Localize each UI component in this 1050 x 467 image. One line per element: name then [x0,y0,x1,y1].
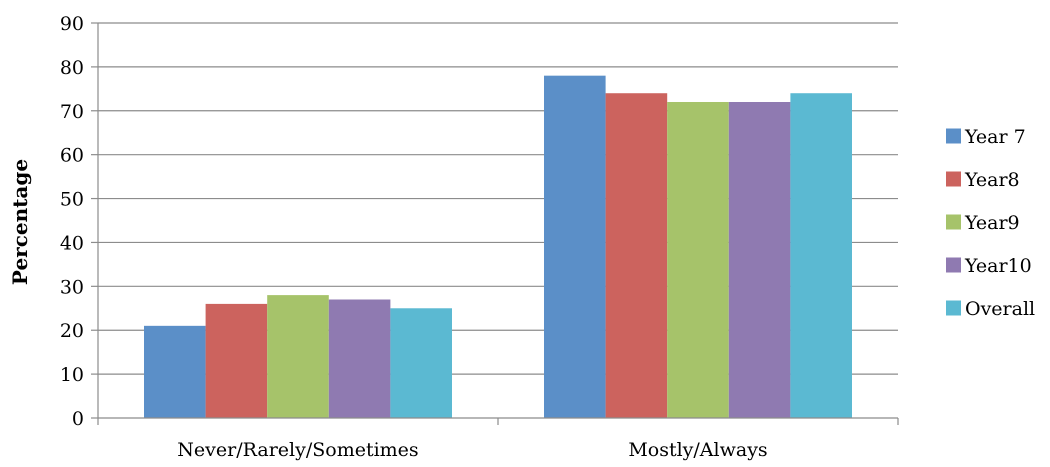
legend-label: Year 7 [964,126,1026,148]
y-tick-labels: 0 10 20 30 40 50 60 70 80 90 [60,13,84,430]
y-tick-label: 70 [60,101,84,123]
y-tick-label: 20 [60,320,84,342]
bar [390,308,452,418]
y-tick-label: 10 [60,364,84,386]
bar [267,295,329,418]
bar [728,102,791,418]
legend-item: Year9 [946,212,1020,234]
y-tick-label: 60 [60,145,84,167]
legend-label: Year8 [964,169,1020,191]
bars [144,75,852,419]
legend-label: Overall [965,298,1035,320]
x-tick-label: Never/Rarely/Sometimes [177,439,418,461]
bar [205,303,268,418]
legend-label: Year9 [964,212,1020,234]
legend-label: Year10 [964,255,1032,277]
bar [544,75,606,419]
bar [605,93,668,418]
y-tick-label: 50 [60,189,84,211]
legend-swatch [946,214,961,230]
y-axis-label: Percentage [8,159,32,285]
y-tick-label: 30 [60,276,84,298]
bar [328,299,391,418]
legend-swatch [946,128,961,144]
axes [91,22,899,425]
bar [144,325,206,418]
legend: Year 7 Year8 Year9 Year10 Overall [946,126,1035,320]
legend-swatch [946,300,961,316]
legend-item: Year 7 [946,126,1026,148]
legend-swatch [946,171,961,187]
legend-item: Year8 [946,169,1020,191]
x-tick-labels: Never/Rarely/Sometimes Mostly/Always [177,439,767,461]
legend-item: Year10 [946,255,1032,277]
legend-item: Overall [946,298,1035,320]
y-tick-label: 80 [60,57,84,79]
bar [667,102,729,418]
y-tick-label: 90 [60,13,84,35]
x-tick-label: Mostly/Always [628,439,767,461]
legend-swatch [946,257,961,273]
y-tick-label: 0 [72,408,84,430]
y-tick-label: 40 [60,232,84,254]
bar [790,93,852,418]
